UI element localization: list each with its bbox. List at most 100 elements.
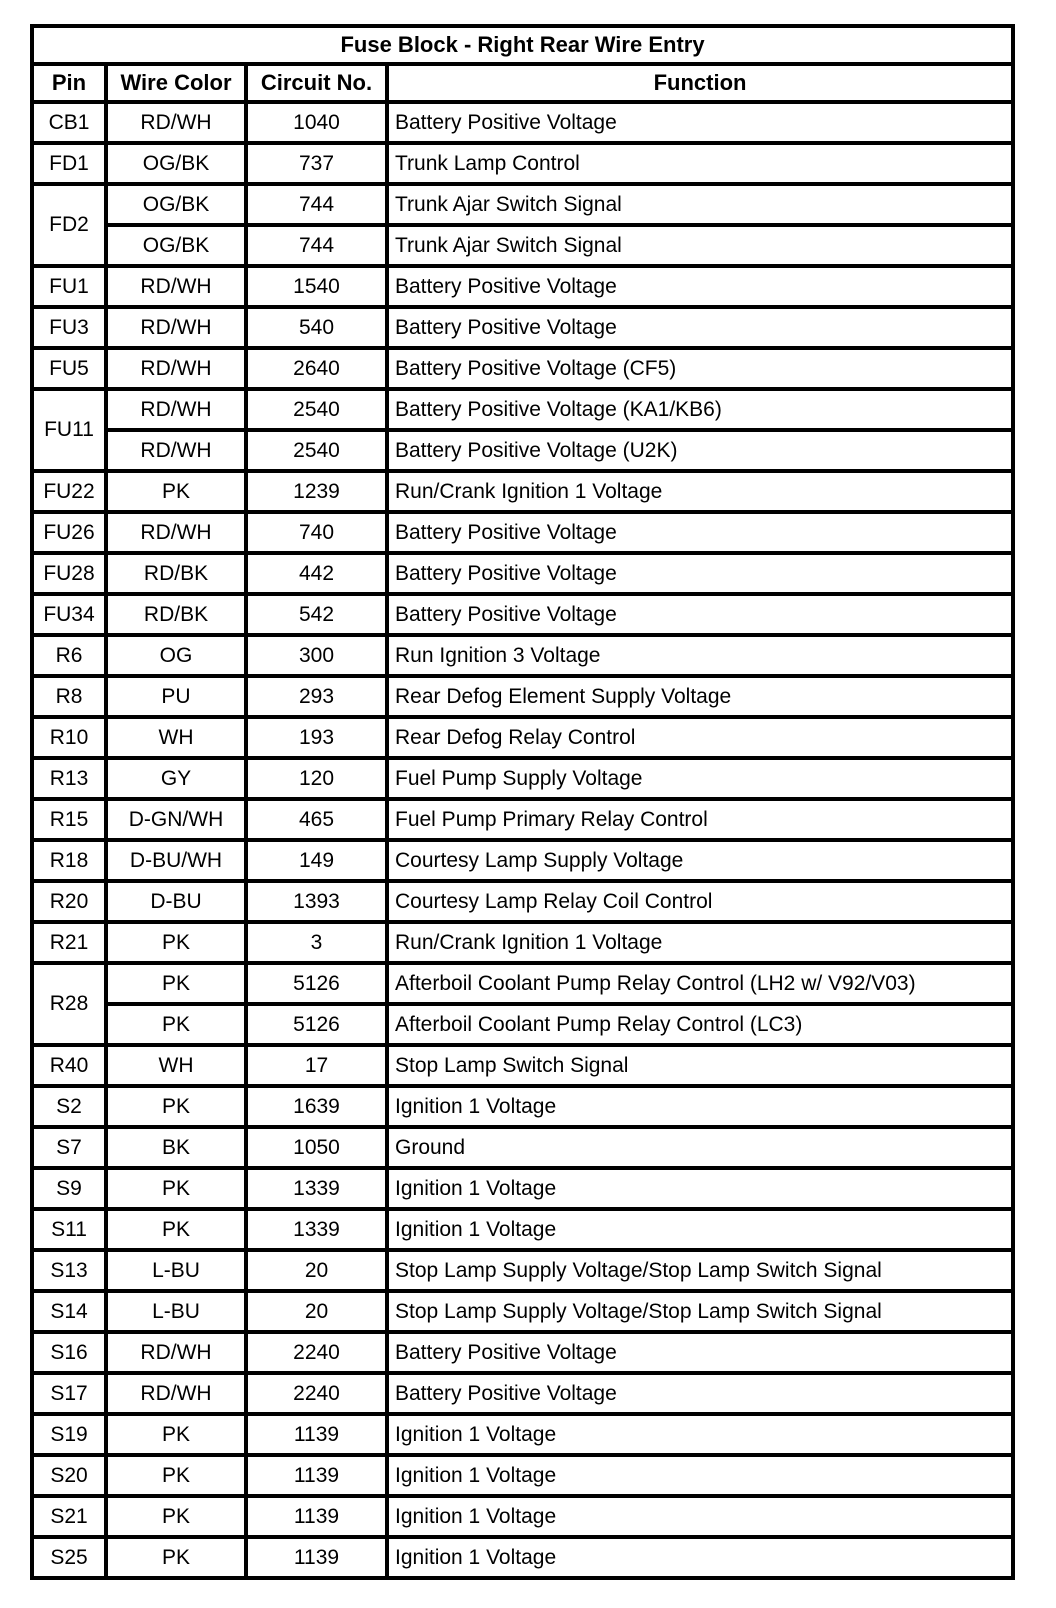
table-row: S2 PK 1639 Ignition 1 Voltage bbox=[30, 1084, 1016, 1129]
func-cell: Ignition 1 Voltage bbox=[384, 1166, 1016, 1211]
pin-cell: FU34 bbox=[30, 592, 108, 637]
pin-cell: S9 bbox=[30, 1166, 108, 1211]
table-row: R18 D-BU/WH 149 Courtesy Lamp Supply Voltag… bbox=[30, 838, 1016, 883]
color-cell: BK bbox=[104, 1125, 248, 1170]
table-row: FU26 RD/WH 740 Battery Positive Voltage bbox=[30, 510, 1016, 555]
table-row: S7 BK 1050 Ground bbox=[30, 1125, 1016, 1170]
func-cell: Battery Positive Voltage bbox=[384, 100, 1016, 145]
func-cell: Battery Positive Voltage bbox=[384, 1330, 1016, 1375]
pin-cell: R28 bbox=[30, 961, 108, 1047]
table-row: FU3 RD/WH 540 Battery Positive Voltage bbox=[30, 305, 1016, 350]
table-row: S17 RD/WH 2240 Battery Positive Voltage bbox=[30, 1371, 1016, 1416]
color-cell: RD/BK bbox=[104, 592, 248, 637]
table-row: R13 GY 120 Fuel Pump Supply Voltage bbox=[30, 756, 1016, 801]
circuit-cell: 740 bbox=[244, 510, 389, 555]
table-row: FD1 OG/BK 737 Trunk Lamp Control bbox=[30, 141, 1016, 186]
color-cell: RD/BK bbox=[104, 551, 248, 596]
table-row: S13 L-BU 20 Stop Lamp Supply Voltage/Stop L… bbox=[30, 1248, 1016, 1293]
pin-cell: FU22 bbox=[30, 469, 108, 514]
pin-cell: FU26 bbox=[30, 510, 108, 555]
func-cell: Afterboil Coolant Pump Relay Control (LH… bbox=[384, 961, 1016, 1006]
pin-cell: S7 bbox=[30, 1125, 108, 1170]
table-row: R15 D-GN/WH 465 Fuel Pump Primary Relay Con… bbox=[30, 797, 1016, 842]
color-cell: PK bbox=[104, 1535, 248, 1580]
circuit-cell: 542 bbox=[244, 592, 389, 637]
header-row: Pin Wire Color Circuit No. Function bbox=[30, 62, 1016, 104]
table-row: S16 RD/WH 2240 Battery Positive Voltage bbox=[30, 1330, 1016, 1375]
func-cell: Stop Lamp Supply Voltage/Stop Lamp Switc… bbox=[384, 1248, 1016, 1293]
func-cell: Run/Crank Ignition 1 Voltage bbox=[384, 469, 1016, 514]
pin-cell: R6 bbox=[30, 633, 108, 678]
color-cell: RD/WH bbox=[104, 428, 248, 473]
circuit-cell: 1393 bbox=[244, 879, 389, 924]
func-cell: Battery Positive Voltage (KA1/KB6) bbox=[384, 387, 1016, 432]
func-cell: Run/Crank Ignition 1 Voltage bbox=[384, 920, 1016, 965]
func-cell: Battery Positive Voltage bbox=[384, 264, 1016, 309]
table-row: S9 PK 1339 Ignition 1 Voltage bbox=[30, 1166, 1016, 1211]
pin-cell: S2 bbox=[30, 1084, 108, 1129]
table-row: FU22 PK 1239 Run/Crank Ignition 1 Voltage bbox=[30, 469, 1016, 514]
pin-cell: FU3 bbox=[30, 305, 108, 350]
color-cell: OG bbox=[104, 633, 248, 678]
pin-cell: S25 bbox=[30, 1535, 108, 1580]
func-cell: Trunk Ajar Switch Signal bbox=[384, 223, 1016, 268]
color-cell: D-BU/WH bbox=[104, 838, 248, 883]
pin-cell: R18 bbox=[30, 838, 108, 883]
pin-cell: S20 bbox=[30, 1453, 108, 1498]
func-cell: Ignition 1 Voltage bbox=[384, 1207, 1016, 1252]
circuit-cell: 17 bbox=[244, 1043, 389, 1088]
circuit-cell: 193 bbox=[244, 715, 389, 760]
func-cell: Battery Positive Voltage bbox=[384, 592, 1016, 637]
circuit-cell: 2240 bbox=[244, 1330, 389, 1375]
circuit-cell: 2640 bbox=[244, 346, 389, 391]
circuit-cell: 149 bbox=[244, 838, 389, 883]
func-cell: Fuel Pump Primary Relay Control bbox=[384, 797, 1016, 842]
table-row: S20 PK 1139 Ignition 1 Voltage bbox=[30, 1453, 1016, 1498]
pin-cell: R21 bbox=[30, 920, 108, 965]
pin-cell: S14 bbox=[30, 1289, 108, 1334]
pin-cell: FD1 bbox=[30, 141, 108, 186]
color-cell: WH bbox=[104, 715, 248, 760]
circuit-cell: 737 bbox=[244, 141, 389, 186]
circuit-cell: 1639 bbox=[244, 1084, 389, 1129]
circuit-cell: 1040 bbox=[244, 100, 389, 145]
color-cell: RD/WH bbox=[104, 1330, 248, 1375]
pin-cell: R10 bbox=[30, 715, 108, 760]
color-cell: PK bbox=[104, 1494, 248, 1539]
func-cell: Rear Defog Element Supply Voltage bbox=[384, 674, 1016, 719]
func-cell: Battery Positive Voltage bbox=[384, 305, 1016, 350]
circuit-cell: 1339 bbox=[244, 1207, 389, 1252]
column-header-wire-color: Wire Color bbox=[104, 62, 248, 104]
color-cell: L-BU bbox=[104, 1289, 248, 1334]
circuit-cell: 2540 bbox=[244, 428, 389, 473]
func-cell: Ignition 1 Voltage bbox=[384, 1412, 1016, 1457]
color-cell: PK bbox=[104, 1207, 248, 1252]
table-row: S14 L-BU 20 Stop Lamp Supply Voltage/Stop L… bbox=[30, 1289, 1016, 1334]
color-cell: OG/BK bbox=[104, 223, 248, 268]
table-row: R8 PU 293 Rear Defog Element Supply Voltage bbox=[30, 674, 1016, 719]
func-cell: Afterboil Coolant Pump Relay Control (LC… bbox=[384, 1002, 1016, 1047]
pin-cell: R20 bbox=[30, 879, 108, 924]
circuit-cell: 300 bbox=[244, 633, 389, 678]
table-row: R10 WH 193 Rear Defog Relay Control bbox=[30, 715, 1016, 760]
func-cell: Ignition 1 Voltage bbox=[384, 1494, 1016, 1539]
func-cell: Stop Lamp Switch Signal bbox=[384, 1043, 1016, 1088]
title-row: Fuse Block - Right Rear Wire Entry bbox=[29, 24, 1016, 66]
table-body: CB1 RD/WH 1040 Battery Positive Voltage FD1 O… bbox=[30, 100, 1016, 1580]
color-cell: PK bbox=[104, 920, 248, 965]
circuit-cell: 20 bbox=[244, 1289, 389, 1334]
color-cell: D-GN/WH bbox=[104, 797, 248, 842]
func-cell: Stop Lamp Supply Voltage/Stop Lamp Switc… bbox=[384, 1289, 1016, 1334]
func-cell: Run Ignition 3 Voltage bbox=[384, 633, 1016, 678]
circuit-cell: 1050 bbox=[244, 1125, 389, 1170]
column-header-function: Function bbox=[384, 62, 1016, 104]
circuit-cell: 442 bbox=[244, 551, 389, 596]
table-row: S11 PK 1339 Ignition 1 Voltage bbox=[30, 1207, 1016, 1252]
pin-cell: S17 bbox=[30, 1371, 108, 1416]
func-cell: Battery Positive Voltage bbox=[384, 551, 1016, 596]
pin-cell: FU5 bbox=[30, 346, 108, 391]
color-cell: PK bbox=[104, 1412, 248, 1457]
func-cell: Rear Defog Relay Control bbox=[384, 715, 1016, 760]
table-row: PK 5126 Afterboil Coolant Pump Relay Contr… bbox=[32, 1002, 1016, 1047]
table-row: FU28 RD/BK 442 Battery Positive Voltage bbox=[30, 551, 1016, 596]
